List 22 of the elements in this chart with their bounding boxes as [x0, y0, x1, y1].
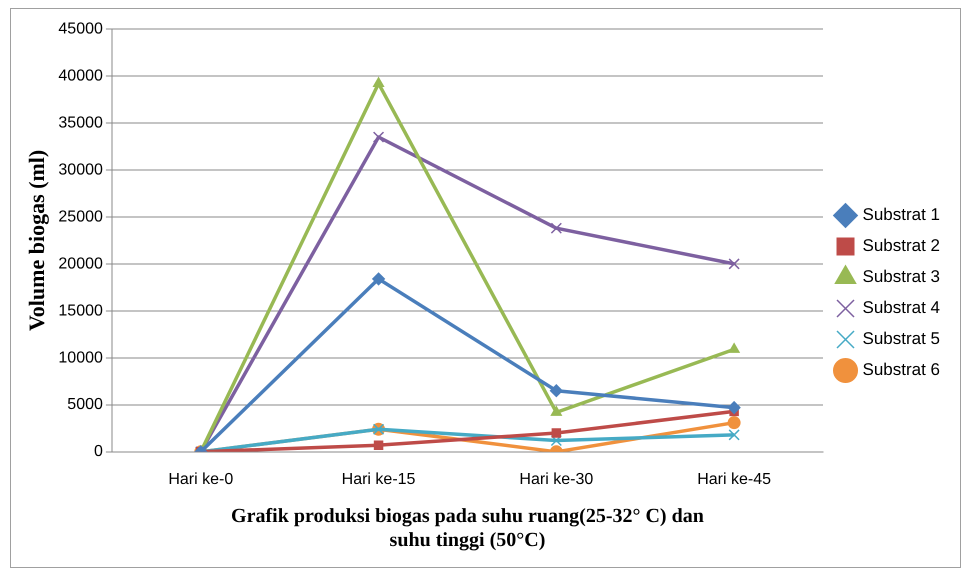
y-tick-label: 5000 [67, 396, 103, 414]
y-axis-title: Volume biogas (ml) [24, 150, 49, 332]
y-tick-label: 10000 [58, 349, 103, 366]
y-tick-label: 25000 [58, 208, 103, 226]
x-axis-title: Grafik produksi biogas pada suhu ruang(25-32° C) dan suhu tinggi (50°C) [231, 505, 704, 552]
y-tick-label: 15000 [58, 302, 103, 320]
legend-label: Substrat 6 [862, 360, 940, 380]
legend-label: Substrat 3 [862, 267, 940, 286]
x-tick-label: Hari ke-0 [168, 470, 234, 488]
y-tick-label: 45000 [58, 20, 103, 38]
y-tick-label: 0 [94, 443, 103, 460]
x-tick-label: Hari ke-15 [342, 470, 416, 488]
x-tick-label: Hari ke-30 [519, 470, 594, 488]
legend-label: Substrat 4 [862, 298, 940, 318]
legend-label: Substrat 1 [862, 205, 940, 224]
legend-label: Substrat 5 [862, 329, 940, 348]
y-tick-label: 35000 [58, 114, 103, 132]
y-tick-label: 20000 [58, 255, 103, 272]
x-tick-label: Hari ke-45 [697, 470, 772, 488]
legend-label: Substrat 2 [862, 236, 940, 256]
y-tick-label: 30000 [58, 161, 103, 178]
y-tick-label: 40000 [58, 67, 103, 84]
